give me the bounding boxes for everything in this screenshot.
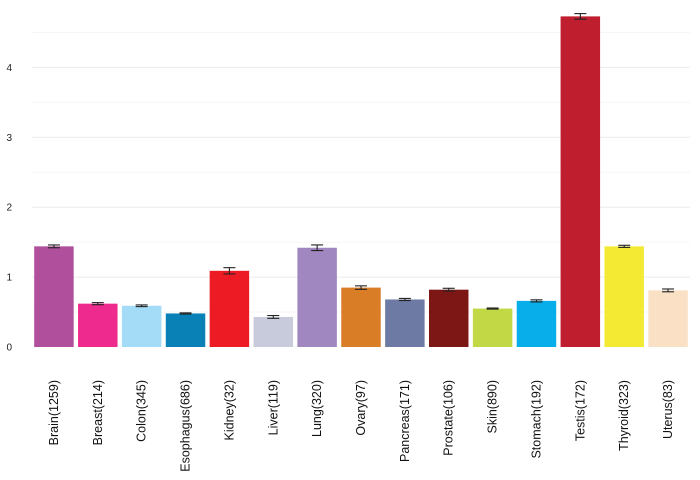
bar [297,247,337,347]
error-bar [355,285,367,290]
bar [78,303,118,347]
bar [560,16,601,347]
error-bar [47,244,60,249]
error-bar [267,314,280,319]
error-bar [91,302,104,306]
x-category-label: Pancreas(171) [398,380,412,462]
x-category-label: Stomach(192) [529,380,543,459]
y-tick-label: 1 [6,273,12,284]
grid-lines [32,31,690,313]
error-bar [442,287,455,292]
error-bar [135,304,148,308]
x-category-label: Uterus(83) [661,380,675,439]
x-category-label: Ovary(97) [354,380,368,436]
bar [341,287,381,347]
error-bar [530,299,543,303]
bar [516,300,557,347]
x-category-label: Esophagus(686) [179,380,193,472]
x-category-label: Kidney(32) [222,380,236,440]
x-category-label: Liver(119) [266,380,280,435]
bar [428,289,469,347]
error-bar [486,307,499,310]
bar [253,316,294,347]
bar [648,290,688,347]
error-bar [223,267,236,275]
x-category-label: Breast(214) [91,380,105,445]
bar [209,270,250,347]
x-category-label: Thyroid(323) [617,380,631,451]
bar [165,313,206,347]
bar [472,308,513,347]
error-bar [179,312,192,315]
bar [34,246,74,347]
y-tick-label: 2 [6,203,12,214]
x-category-label: Colon(345) [135,380,149,442]
x-category-label: Skin(890) [486,380,500,434]
bars [34,16,688,347]
x-axis-labels: Brain(1259) Breast(214) Colon(345) Esophagu… [47,380,675,472]
y-tick-label: 3 [6,133,12,144]
x-category-label: Lung(320) [310,380,324,437]
y-tick-label: 4 [6,63,12,74]
x-category-label: Testis(172) [573,380,587,441]
x-category-label: Prostate(106) [442,380,456,456]
y-tick-label: 0 [6,343,12,354]
x-category-label: Brain(1259) [47,380,61,445]
bar [121,305,162,347]
error-bar [574,13,587,20]
bar [385,299,425,347]
error-bar [662,288,675,293]
y-axis-ticks: 0 1 2 3 4 [6,63,12,354]
error-bar [398,297,411,302]
error-bar [311,244,324,252]
bar [604,246,644,347]
error-bar [618,244,631,248]
error-bars [47,13,675,319]
